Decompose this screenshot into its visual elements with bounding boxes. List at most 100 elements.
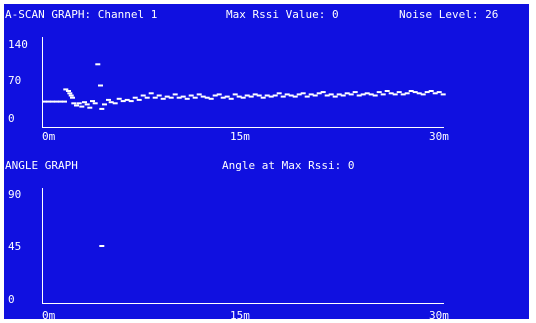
angle-x-tick-mid: 15m bbox=[230, 309, 250, 319]
data-point bbox=[316, 92, 322, 95]
data-point bbox=[99, 245, 105, 247]
data-point bbox=[136, 98, 142, 101]
data-point bbox=[176, 96, 182, 99]
ascan-plot bbox=[42, 37, 446, 128]
ascan-y-tick-min: 0 bbox=[8, 112, 15, 125]
data-point bbox=[188, 94, 194, 97]
data-point bbox=[148, 92, 154, 95]
data-point bbox=[102, 103, 107, 106]
data-point bbox=[304, 95, 310, 98]
data-point bbox=[308, 93, 314, 96]
data-point bbox=[140, 94, 146, 97]
data-point bbox=[284, 93, 290, 96]
data-point bbox=[192, 96, 198, 99]
angle-x-tick-start: 0m bbox=[42, 309, 56, 319]
data-point bbox=[90, 100, 95, 103]
angle-x-tick-end: 30m bbox=[429, 309, 449, 319]
data-point bbox=[436, 91, 442, 94]
data-point bbox=[364, 92, 370, 95]
data-point bbox=[50, 100, 55, 103]
data-point bbox=[144, 96, 150, 99]
data-point bbox=[360, 93, 366, 96]
data-point bbox=[248, 95, 254, 98]
data-point bbox=[404, 92, 410, 95]
data-point bbox=[84, 103, 90, 106]
data-point bbox=[124, 98, 130, 101]
data-point bbox=[384, 90, 390, 92]
angle-y-tick-mid: 45 bbox=[8, 240, 22, 253]
data-point bbox=[380, 93, 386, 96]
data-point bbox=[63, 88, 69, 91]
data-point bbox=[388, 92, 394, 95]
data-point bbox=[132, 96, 138, 99]
data-point bbox=[348, 93, 354, 96]
data-point bbox=[212, 94, 218, 97]
data-point bbox=[108, 101, 114, 104]
data-point bbox=[272, 94, 278, 97]
data-point bbox=[68, 94, 74, 97]
data-point bbox=[66, 90, 71, 92]
data-point bbox=[288, 94, 294, 97]
ascan-x-tick-mid: 15m bbox=[230, 130, 250, 143]
data-point bbox=[62, 100, 67, 103]
data-point bbox=[156, 94, 162, 97]
angle-y-tick-min: 0 bbox=[8, 293, 15, 306]
data-point bbox=[368, 93, 374, 96]
data-point bbox=[400, 93, 406, 96]
data-point bbox=[240, 96, 246, 99]
data-point bbox=[312, 94, 318, 97]
data-point bbox=[224, 95, 230, 98]
data-point bbox=[172, 93, 178, 96]
data-point bbox=[76, 102, 82, 105]
data-point bbox=[204, 96, 210, 99]
angle-plot bbox=[42, 188, 444, 304]
data-point bbox=[396, 91, 402, 94]
data-point bbox=[164, 95, 170, 98]
data-point bbox=[280, 95, 286, 98]
data-point bbox=[416, 92, 422, 95]
data-point bbox=[74, 104, 79, 107]
ascan-x-tick-start: 0m bbox=[42, 130, 56, 143]
data-point bbox=[196, 93, 202, 96]
data-point bbox=[428, 90, 434, 92]
data-point bbox=[116, 97, 122, 100]
data-point bbox=[268, 95, 274, 98]
ascan-title: A-SCAN GRAPH: Channel 1 bbox=[5, 8, 158, 21]
max-rssi-readout: Max Rssi Value: 0 bbox=[226, 8, 339, 21]
angle-title: ANGLE GRAPH bbox=[5, 159, 78, 172]
data-point bbox=[71, 102, 77, 105]
data-point bbox=[99, 107, 105, 110]
data-point bbox=[106, 98, 111, 101]
data-point bbox=[412, 91, 418, 94]
data-point bbox=[260, 96, 266, 99]
ascan-y-tick-max: 140 bbox=[8, 38, 28, 51]
data-point bbox=[232, 93, 238, 96]
data-point bbox=[220, 96, 226, 99]
data-point bbox=[160, 97, 166, 100]
data-point bbox=[320, 91, 326, 94]
data-point bbox=[208, 97, 214, 100]
data-point bbox=[236, 95, 242, 98]
data-point bbox=[408, 90, 414, 92]
data-point bbox=[42, 100, 47, 103]
data-point bbox=[184, 97, 190, 100]
data-point bbox=[328, 93, 334, 96]
data-point bbox=[87, 106, 93, 109]
data-point bbox=[256, 94, 262, 97]
data-point bbox=[82, 101, 87, 104]
noise-level-readout: Noise Level: 26 bbox=[399, 8, 499, 21]
data-point bbox=[356, 94, 362, 97]
angle-at-max-readout: Angle at Max Rssi: 0 bbox=[222, 159, 355, 172]
data-point bbox=[95, 63, 101, 66]
data-point bbox=[120, 100, 126, 103]
data-point bbox=[340, 94, 346, 97]
data-point bbox=[67, 92, 73, 95]
data-point bbox=[180, 95, 186, 98]
data-point bbox=[70, 96, 75, 99]
ascan-x-tick-end: 30m bbox=[429, 130, 449, 143]
data-point bbox=[228, 97, 234, 100]
data-point bbox=[424, 91, 430, 94]
ascan-y-tick-mid: 70 bbox=[8, 74, 22, 87]
data-point bbox=[296, 93, 302, 96]
data-point bbox=[58, 100, 63, 103]
